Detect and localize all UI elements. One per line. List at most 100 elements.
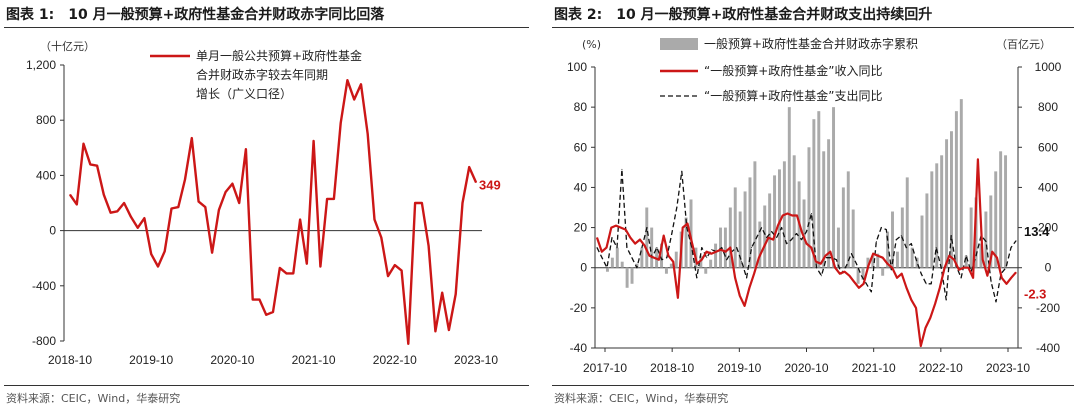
right-y-right-tick-label: -200 — [1036, 301, 1060, 315]
right-deficit-bar — [615, 247, 619, 268]
left-data-point — [157, 265, 159, 268]
right-revenue-line-point — [844, 271, 846, 273]
right-revenue-line-point — [715, 251, 717, 253]
right-expenditure-line-point — [636, 267, 638, 269]
left-x-tick-label: 2022-10 — [373, 353, 417, 367]
right-deficit-bar — [954, 111, 958, 268]
right-deficit-bar — [866, 257, 870, 268]
right-x-tick-label: 2022-10 — [919, 361, 963, 375]
right-deficit-bar — [802, 199, 806, 268]
left-data-point — [468, 166, 470, 168]
right-deficit-bar — [822, 151, 826, 268]
left-data-point — [319, 265, 321, 268]
right-expenditure-line-point — [845, 265, 847, 267]
right-expenditure-line-point — [930, 283, 932, 285]
right-panel: 图表 2: 10 月一般预算+政府性基金合并财政支出持续回升 (%) （百亿元） 10… — [548, 0, 1080, 409]
left-x-tick-label: 2023-10 — [454, 353, 498, 367]
right-deficit-bar — [758, 221, 762, 268]
left-data-point — [272, 311, 274, 313]
right-deficit-bar — [989, 195, 993, 268]
right-revenue-line-point — [620, 227, 622, 229]
right-deficit-bar — [827, 139, 831, 268]
right-y-right-tick-label: 800 — [1038, 100, 1058, 114]
right-expenditure-line-point — [850, 253, 852, 255]
left-data-point — [69, 194, 71, 196]
right-revenue-line-point — [948, 255, 950, 257]
left-data-point — [123, 202, 125, 204]
right-x-tick-label: 2019-10 — [717, 361, 761, 375]
right-expenditure-line-point — [835, 259, 837, 261]
right-expenditure-line-point — [661, 259, 663, 261]
right-expenditure-line-point — [945, 299, 947, 301]
right-revenue-line-point — [882, 257, 884, 259]
left-y-unit: （十亿元） — [40, 39, 95, 53]
right-deficit-bar — [787, 107, 791, 268]
left-y-tick-label: 0 — [49, 224, 56, 238]
right-expenditure-line-point — [895, 239, 897, 241]
right-deficit-bar — [876, 253, 880, 268]
right-deficit-bar — [891, 211, 894, 268]
right-expenditure-line-point — [935, 247, 937, 249]
right-revenue-line-point — [848, 275, 850, 277]
right-deficit-bar — [777, 169, 781, 268]
right-expenditure-line-point — [606, 267, 608, 269]
right-x-tick-label: 2020-10 — [784, 361, 828, 375]
left-data-point — [299, 218, 301, 221]
left-data-point — [373, 218, 376, 221]
right-legend-bar-swatch — [660, 38, 698, 50]
right-expenditure-line-point — [766, 237, 768, 239]
right-deficit-bar — [733, 187, 737, 268]
right-deficit-bar — [635, 263, 639, 268]
left-data-point — [265, 314, 267, 316]
right-revenue-line-point — [996, 257, 998, 259]
left-x-tick-label: 2019-10 — [129, 353, 173, 367]
right-expenditure-line-point — [885, 229, 887, 231]
left-data-point — [441, 292, 443, 294]
left-data-point — [313, 140, 315, 142]
right-revenue-line-point — [834, 267, 836, 269]
right-deficit-bar — [714, 243, 718, 268]
right-revenue-line-point — [963, 267, 965, 269]
right-expenditure-line-point — [671, 233, 673, 235]
right-expenditure-line-point — [771, 231, 773, 233]
right-figure-label: 图表 2: — [554, 7, 603, 23]
right-expenditure-line-point — [791, 239, 793, 241]
right-revenue-line-point — [653, 257, 655, 259]
left-data-point — [346, 79, 349, 81]
right-revenue-line-point — [748, 287, 750, 289]
right-legend-expenditure-label: “一般预算+政府性基金”支出同比 — [704, 88, 883, 103]
right-expenditure-line-point — [806, 231, 807, 233]
right-revenue-line-point — [820, 263, 822, 265]
right-expenditure-line-point — [786, 243, 788, 245]
right-revenue-line-point — [786, 213, 788, 215]
right-revenue-line-point — [672, 261, 674, 263]
left-data-point — [218, 209, 220, 211]
left-y-tick-label: -800 — [32, 334, 56, 348]
right-y-left-unit: (%) — [582, 38, 601, 51]
right-expenditure-line-point — [880, 227, 882, 229]
right-deficit-bar — [645, 207, 649, 268]
right-deficit-bar — [920, 215, 924, 268]
right-expenditure-line-point — [781, 227, 783, 229]
right-expenditure-line — [596, 168, 1017, 303]
right-expenditure-line-point — [746, 277, 748, 279]
left-data-point — [292, 272, 294, 274]
left-data-point — [204, 206, 206, 208]
right-deficit-bar — [807, 147, 811, 268]
right-revenue-line-point — [629, 237, 631, 239]
right-expenditure-line-point — [1010, 247, 1012, 249]
right-deficit-bar — [871, 255, 875, 268]
right-x-tick-label: 2018-10 — [650, 361, 694, 375]
left-data-point — [285, 272, 288, 274]
right-deficit-bar — [773, 175, 777, 268]
right-revenue-line-point — [686, 223, 688, 225]
right-revenue-line-point — [639, 239, 641, 241]
right-expenditure-line-point — [621, 168, 623, 170]
right-revenue-line-point — [601, 251, 603, 253]
right-deficit-bar — [925, 193, 929, 268]
right-expenditure-line-point — [656, 247, 658, 249]
left-data-point — [414, 202, 416, 204]
right-deficit-bar — [610, 257, 614, 268]
right-y-left-tick-label: 100 — [567, 60, 587, 74]
left-data-point — [143, 217, 146, 219]
